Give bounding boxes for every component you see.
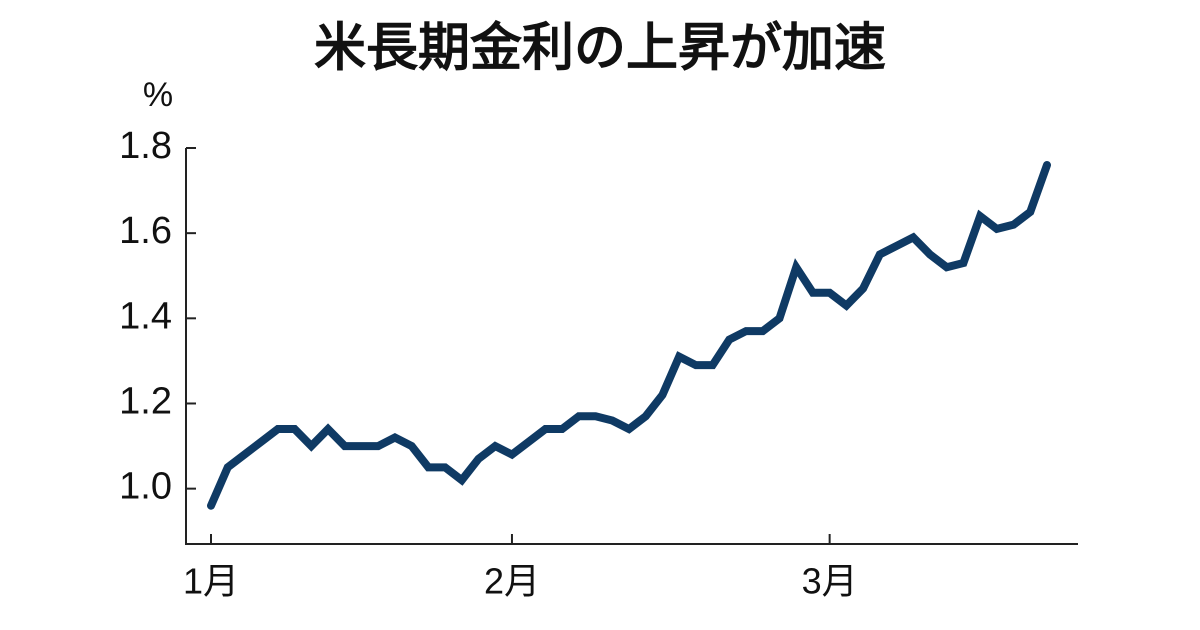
- line: [207, 161, 1051, 510]
- y-tick-label: 1.4: [119, 295, 172, 337]
- x-tick-label: 3月: [802, 561, 858, 602]
- x-tick-label: 1月: [183, 561, 239, 602]
- chart-title: 米長期金利の上昇が加速: [314, 20, 886, 78]
- x-tick-label: 2月: [484, 561, 540, 602]
- y-tick-label: 1.0: [119, 466, 172, 508]
- y-tick-label: 1.8: [119, 125, 172, 167]
- y-tick-label: 1.6: [119, 210, 172, 252]
- y-axis-unit: %: [143, 76, 173, 114]
- y-tick-label: 1.2: [119, 381, 172, 423]
